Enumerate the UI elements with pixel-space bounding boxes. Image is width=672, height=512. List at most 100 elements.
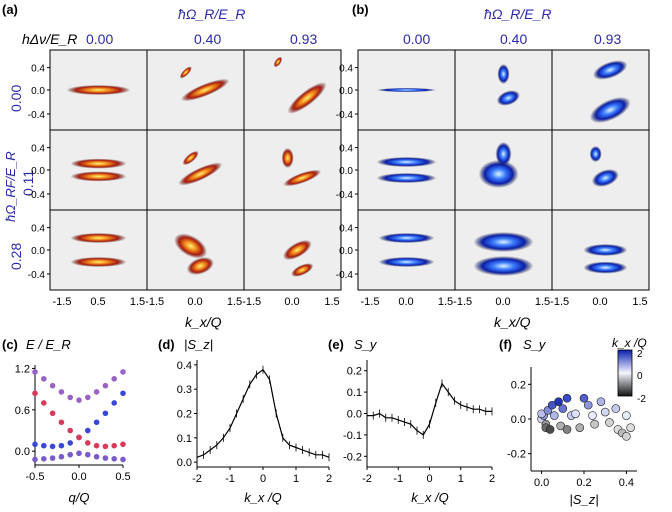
x-tick-label: -2: [362, 473, 372, 485]
chart-f-colorbar: [617, 349, 633, 397]
y-tick-label: -0.4: [336, 110, 354, 121]
y-tick-label: 0.1: [347, 387, 362, 399]
signal-blob-a-r3-c3-2: [291, 263, 314, 277]
chart-c-point: [41, 442, 47, 449]
chart-c-point: [67, 394, 73, 401]
chart-c-point: [49, 410, 56, 417]
chart-c-point: [102, 382, 109, 389]
panel-b-col-value-2: 0.40: [500, 31, 527, 47]
chart-f-point: [558, 404, 568, 413]
signal-blob-a-r2-c2-1: [178, 162, 223, 186]
signal-blob-b-r1-c2-1: [496, 90, 520, 106]
y-tick-label: -0.2: [343, 451, 362, 463]
chart-c-point: [93, 453, 100, 460]
chart-f-point: [622, 411, 631, 420]
y-tick-label: 0.2: [347, 366, 362, 378]
signal-blob-a-r2-c1-2: [70, 171, 127, 182]
x-tick-label: -2: [192, 473, 202, 485]
y-tick-label: 0.4: [339, 144, 353, 155]
chart-c-point: [76, 434, 82, 441]
image-cell-a-r2-c3: [243, 129, 342, 211]
chart-c-xlabel: q/Q: [69, 490, 90, 505]
chart-c-point: [111, 375, 117, 382]
x-tick-label: 0.0: [71, 471, 86, 483]
panel-b-col-value-3: 0.93: [594, 31, 621, 47]
x-tick-label: 0.0: [534, 477, 549, 489]
signal-blob-a-r3-c1-1: [70, 233, 127, 243]
signal-blob-b-r3-c1-1: [378, 233, 435, 243]
x-tick-label: -1.5: [53, 296, 72, 308]
panel-a-row-value-1: 0.00: [8, 85, 24, 112]
x-tick-label: 2: [326, 473, 332, 485]
signal-blob-a-r2-c2-2: [182, 150, 199, 166]
chart-d-xlabel: k_x /Q: [244, 490, 282, 505]
y-tick-label: 0.2: [511, 379, 526, 391]
signal-blob-b-r2-c3-2: [589, 146, 602, 162]
image-cell-b-r2-c3: [551, 129, 650, 211]
chart-f-point: [579, 393, 589, 403]
y-tick-label: 1.2: [15, 363, 30, 375]
panel-a-col-value-3: 0.93: [290, 31, 317, 47]
chart-c-point: [41, 400, 47, 406]
image-cell-b-r1-c2: [454, 49, 553, 131]
x-tick-label: 0: [426, 473, 432, 485]
x-tick-label: 1.5-1.5: [535, 296, 569, 308]
x-tick-label: 0.5: [90, 296, 105, 308]
y-tick-label: 0.4: [339, 64, 353, 75]
panel-b-tag: (b): [352, 2, 369, 17]
chart-c-point: [67, 427, 73, 434]
chart-f-point: [545, 425, 555, 434]
signal-blob-a-r2-c3-1: [283, 169, 322, 187]
x-tick-label: -0.5: [26, 471, 45, 483]
panel-a-tag: (a): [2, 2, 18, 17]
chart-f-tag: (f): [499, 337, 512, 352]
chart-f-point: [626, 423, 635, 432]
signal-blob-b-r3-c2-1: [473, 232, 534, 252]
chart-f-point: [583, 400, 593, 410]
chart-f-ylabel: S_y: [523, 337, 547, 352]
signal-blob-a-r1-c1-1: [66, 85, 131, 95]
chart-c-point: [32, 456, 38, 463]
y-tick-label: 0.0: [15, 446, 30, 458]
panel-a-ticks: 0.4 0.0 -0.4 0.4 0.0 -0.4 0.4 0.0 -0.4 -1.5 0.5 1.5…: [28, 64, 340, 308]
chart-c-point: [41, 455, 47, 462]
x-tick-label: 0.0: [187, 296, 202, 308]
panel-b-x-label: k_x/Q: [494, 314, 531, 330]
chart-e-ylabel: S_y: [354, 337, 378, 352]
image-cell-b-r3-c1: [357, 209, 456, 291]
chart-c-point: [32, 441, 38, 448]
chart-c-point: [58, 453, 65, 460]
x-tick-label: 1.5-1.5: [438, 296, 472, 308]
y-tick-label: -0.2: [507, 449, 526, 461]
chart-d: (d) |S_z| 0.4 0.3 0.2 0.1 0.0-2 -1 0 1 2 k_x /Q: [158, 337, 332, 505]
chart-f-point: [600, 407, 610, 417]
chart-c-point: [93, 419, 100, 426]
chart-c-tag: (c): [2, 337, 18, 352]
chart-c-point: [93, 389, 100, 395]
chart-c-point: [67, 440, 73, 446]
signal-blob-a-r3-c2-1: [174, 233, 208, 259]
y-tick-label: -0.1: [343, 430, 362, 442]
y-tick-label: -0.4: [336, 270, 354, 281]
y-tick-label: -0.4: [28, 190, 46, 201]
chart-e-xlabel: k_x /Q: [411, 490, 449, 505]
signal-blob-a-r1-c3-1: [287, 82, 327, 114]
y-tick-label: 0.0: [31, 246, 45, 257]
chart-c-ylabel: E / E_R: [26, 337, 71, 352]
y-tick-label: 0.2: [177, 409, 192, 421]
panel-b-col-axis-label: ħΩ_R/E_R: [484, 6, 551, 22]
x-tick-label: 1.5: [324, 296, 339, 308]
y-tick-label: 0.4: [177, 360, 192, 372]
chart-c-point: [49, 443, 56, 450]
panel-a-row-axis-label: hΔν/E_R: [22, 31, 77, 47]
chart-f-point: [611, 404, 621, 413]
panel-a-col-value-2: 0.40: [194, 31, 221, 47]
y-tick-label: 0.0: [339, 86, 353, 97]
chart-f-point: [562, 393, 572, 403]
signal-blob-b-r2-c2-2: [495, 142, 512, 166]
chart-f-point: [588, 411, 597, 420]
x-tick-label: 0.0: [495, 296, 510, 308]
x-tick-label: -1: [393, 473, 403, 485]
chart-f-point: [562, 425, 572, 434]
chart-c-point: [49, 382, 56, 389]
